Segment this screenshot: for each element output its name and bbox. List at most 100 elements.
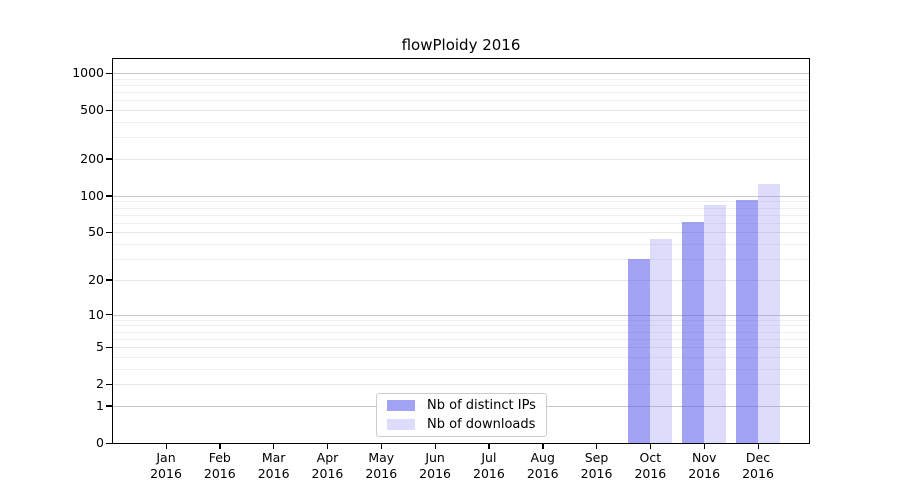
gridline-y-300: [113, 137, 809, 139]
x-label-month: Feb: [208, 450, 231, 465]
bar-distinct_ips-dec: [736, 200, 758, 443]
y-tick-10: [106, 314, 112, 316]
gridline-y-40: [113, 244, 809, 246]
y-tick-20: [106, 279, 112, 281]
gridline-y-3: [113, 368, 809, 370]
x-tick-label-jan: Jan 2016: [138, 450, 194, 482]
gridline-y-90: [113, 201, 809, 203]
gridline-y-600: [113, 100, 809, 102]
x-label-month: Sep: [584, 450, 609, 465]
y-tick-label-1000: 1000: [72, 65, 104, 80]
x-label-month: Aug: [530, 450, 555, 465]
x-label-month: Nov: [691, 450, 717, 465]
legend-swatch-distinct-ips-icon: [387, 400, 415, 411]
y-tick-200: [106, 158, 112, 160]
x-label-month: Jun: [425, 450, 445, 465]
y-tick-1000: [106, 72, 112, 74]
legend-label-distinct-ips: Nb of distinct IPs: [427, 398, 536, 413]
x-tick-jun: [434, 444, 436, 449]
gridline-y-50: [113, 232, 809, 234]
chart-title: flowPloidy 2016: [401, 36, 521, 54]
gridline-y-70: [113, 214, 809, 216]
bar-downloads-dec: [758, 183, 780, 443]
y-tick-label-0: 0: [96, 435, 104, 450]
x-label-month: Oct: [639, 450, 662, 465]
gridline-y-900: [113, 78, 809, 80]
x-tick-dec: [757, 444, 759, 449]
x-label-year: 2016: [419, 466, 451, 481]
gridline-y-4: [113, 356, 809, 358]
x-tick-apr: [326, 444, 329, 449]
y-tick-label-1: 1: [96, 397, 104, 413]
x-label-year: 2016: [634, 466, 667, 481]
bar-distinct_ips-oct: [628, 259, 651, 443]
x-label-year: 2016: [257, 466, 290, 481]
x-tick-label-jun: Jun 2016: [407, 450, 463, 482]
gridline-y-800: [113, 84, 809, 86]
legend-swatch-downloads-icon: [387, 419, 415, 430]
y-tick-1: [106, 405, 112, 407]
x-label-year: 2016: [150, 466, 182, 481]
gridline-y-1000: [113, 73, 809, 74]
gridline-y-80: [113, 207, 809, 209]
x-tick-label-jul: Jul 2016: [461, 450, 517, 482]
gridline-y-6: [113, 338, 809, 340]
x-tick-label-may: May 2016: [353, 450, 409, 482]
x-tick-label-feb: Feb 2016: [192, 450, 248, 482]
x-label-month: Dec: [745, 450, 771, 465]
gridline-y-5: [113, 347, 809, 349]
bar-downloads-oct: [650, 239, 673, 443]
x-label-month: May: [368, 450, 395, 465]
x-label-year: 2016: [203, 466, 236, 481]
y-tick-label-500: 500: [80, 102, 104, 118]
gridline-y-100: [113, 195, 809, 197]
gridline-y-2: [113, 384, 809, 386]
x-tick-feb: [219, 444, 221, 449]
bar-distinct_ips-nov: [682, 221, 705, 443]
x-tick-sep: [596, 444, 598, 449]
y-tick-50: [106, 231, 112, 234]
y-tick-100: [106, 195, 112, 197]
x-label-year: 2016: [580, 466, 613, 481]
gridline-y-10: [113, 314, 809, 316]
x-tick-label-apr: Apr 2016: [299, 450, 355, 482]
x-tick-label-aug: Aug 2016: [515, 450, 571, 482]
x-tick-label-nov: Nov 2016: [676, 450, 732, 482]
x-label-year: 2016: [311, 466, 344, 481]
y-tick-label-10: 10: [88, 306, 104, 322]
x-label-year: 2016: [742, 466, 774, 481]
gridline-y-400: [113, 121, 809, 123]
x-label-year: 2016: [526, 466, 559, 481]
y-tick-label-50: 50: [88, 224, 104, 240]
gridline-y-700: [113, 92, 809, 94]
x-label-month: Jan: [156, 450, 176, 465]
gridline-y-30: [113, 259, 809, 261]
y-tick-label-2: 2: [96, 376, 104, 392]
x-tick-may: [380, 444, 383, 449]
gridline-y-60: [113, 222, 809, 224]
gridline-y-200: [113, 158, 809, 160]
gridline-y-500: [113, 110, 809, 112]
x-tick-jan: [165, 444, 167, 449]
gridline-y-8: [113, 325, 809, 327]
legend-item-downloads: Nb of downloads: [387, 417, 536, 432]
y-tick-label-20: 20: [88, 271, 104, 287]
y-tick-500: [106, 109, 112, 111]
y-tick-0: [106, 442, 112, 444]
legend-item-distinct-ips: Nb of distinct IPs: [387, 398, 536, 413]
y-tick-2: [106, 383, 112, 385]
x-tick-label-oct: Oct 2016: [622, 450, 678, 482]
legend: Nb of distinct IPs Nb of downloads: [376, 393, 547, 437]
y-tick-label-200: 200: [80, 150, 104, 166]
x-label-month: Apr: [316, 450, 339, 465]
x-tick-nov: [703, 444, 705, 449]
x-tick-jul: [488, 444, 490, 449]
x-label-year: 2016: [365, 466, 398, 481]
y-tick-5: [106, 346, 112, 348]
gridline-y-7: [113, 331, 809, 333]
y-tick-label-100: 100: [80, 187, 104, 203]
x-tick-oct: [649, 444, 652, 449]
x-label-month: Jul: [481, 450, 497, 465]
x-label-month: Mar: [261, 450, 286, 465]
